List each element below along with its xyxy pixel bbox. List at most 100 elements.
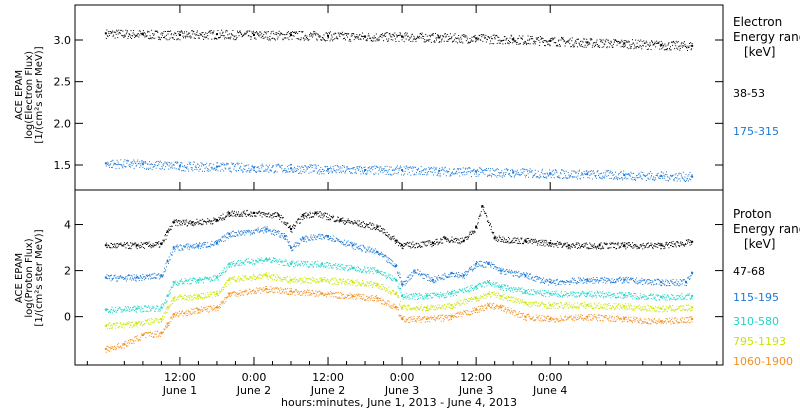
proton-scatter-47-68 [219, 219, 220, 221]
proton-scatter-115-195 [316, 236, 318, 238]
electron-scatter-175-315 [165, 162, 167, 164]
proton-scatter-115-195 [465, 274, 467, 276]
electron-scatter-175-315 [325, 170, 327, 172]
electron-scatter-38-53 [119, 32, 121, 34]
electron-scatter-175-315 [641, 177, 643, 179]
proton-scatter-47-68 [203, 220, 205, 222]
proton-scatter-115-195 [280, 233, 282, 235]
electron-scatter-175-315 [539, 174, 541, 176]
electron-scatter-38-53 [191, 30, 193, 32]
proton-scatter-115-195 [507, 270, 509, 272]
electron-scatter-38-53 [627, 40, 629, 42]
electron-scatter-38-53 [276, 34, 278, 36]
electron-scatter-175-315 [669, 178, 670, 180]
proton-point-115-195-8 [265, 228, 268, 231]
electron-scatter-38-53 [199, 33, 201, 35]
proton-scatter-47-68 [172, 221, 174, 223]
electron-scatter-175-315 [556, 172, 558, 174]
proton-scatter-115-195 [205, 246, 207, 248]
proton-scatter-115-195 [544, 279, 546, 281]
electron-scatter-175-315 [577, 175, 579, 177]
proton-scatter-115-195 [339, 241, 341, 243]
proton-scatter-47-68 [415, 243, 417, 245]
proton-scatter-115-195 [550, 282, 552, 284]
proton-scatter-47-68 [605, 242, 607, 244]
electron-scatter-38-53 [378, 37, 380, 39]
electron-scatter-38-53 [491, 38, 493, 40]
proton-scatter-115-195 [299, 238, 301, 240]
electron-scatter-175-315 [663, 175, 665, 177]
electron-scatter-175-315 [579, 177, 581, 179]
proton-scatter-47-68 [198, 223, 200, 225]
electron-scatter-175-315 [687, 175, 689, 177]
proton-scatter-47-68 [352, 222, 354, 224]
proton-scatter-115-195 [685, 280, 687, 282]
electron-scatter-38-53 [112, 35, 114, 37]
electron-scatter-38-53 [159, 39, 161, 41]
proton-scatter-47-68 [638, 247, 640, 249]
electron-scatter-175-315 [508, 173, 510, 175]
electron-scatter-38-53 [111, 32, 113, 34]
proton-scatter-115-195 [364, 247, 366, 249]
electron-scatter-38-53 [360, 38, 362, 40]
electron-scatter-38-53 [263, 34, 265, 36]
proton-scatter-47-68 [442, 237, 444, 239]
electron-scatter-38-53 [293, 35, 295, 37]
electron-scatter-38-53 [618, 43, 620, 45]
proton-scatter-47-68 [647, 247, 649, 249]
proton-scatter-310-580 [233, 263, 235, 265]
electron-scatter-175-315 [322, 168, 324, 170]
proton-scatter-47-68 [559, 243, 561, 245]
proton-scatter-115-195 [114, 274, 116, 276]
proton-scatter-47-68 [308, 214, 310, 216]
proton-scatter-115-195 [491, 262, 493, 264]
electron-scatter-175-315 [173, 164, 175, 166]
proton-scatter-115-195 [624, 277, 626, 279]
proton-scatter-47-68 [376, 224, 378, 226]
proton-scatter-47-68 [350, 220, 352, 222]
electron-scatter-175-315 [286, 171, 288, 173]
proton-scatter-47-68 [451, 236, 453, 238]
proton-scatter-47-68 [216, 221, 218, 223]
electron-scatter-38-53 [687, 50, 688, 52]
proton-scatter-47-68 [517, 237, 519, 239]
proton-scatter-47-68 [163, 241, 165, 243]
electron-scatter-38-53 [556, 44, 558, 46]
electron-scatter-38-53 [251, 31, 253, 33]
proton-scatter-115-195 [112, 279, 114, 281]
electron-scatter-38-53 [304, 35, 306, 37]
proton-scatter-115-195 [360, 249, 362, 251]
electron-scatter-175-315 [244, 168, 246, 170]
proton-scatter-47-68 [669, 242, 671, 244]
proton-scatter-115-195 [645, 281, 647, 283]
electron-scatter-175-315 [517, 172, 519, 174]
electron-scatter-38-53 [496, 34, 498, 36]
electron-scatter-38-53 [603, 43, 605, 45]
proton-scatter-47-68 [496, 236, 498, 238]
electron-scatter-175-315 [401, 174, 403, 176]
proton-scatter-115-195 [277, 230, 279, 232]
electron-scatter-38-53 [665, 45, 667, 47]
electron-scatter-175-315 [179, 167, 181, 169]
proton-scatter-47-68 [397, 245, 399, 247]
proton-scatter-47-68 [108, 246, 110, 248]
electron-scatter-38-53 [493, 34, 495, 36]
proton-scatter-47-68 [576, 247, 578, 249]
proton-scatter-47-68 [479, 213, 481, 215]
proton-scatter-115-195 [676, 279, 678, 281]
electron-scatter-38-53 [320, 39, 322, 41]
proton-scatter-47-68 [170, 229, 172, 231]
electron-scatter-175-315 [133, 167, 135, 169]
electron-scatter-175-315 [219, 165, 221, 167]
proton-scatter-115-195 [231, 230, 233, 232]
electron-scatter-175-315 [244, 165, 246, 167]
electron-scatter-38-53 [187, 33, 189, 35]
proton-scatter-115-195 [118, 276, 120, 278]
proton-scatter-47-68 [327, 213, 328, 215]
proton-scatter-47-68 [261, 216, 263, 218]
proton-scatter-115-195 [463, 275, 465, 277]
proton-scatter-47-68 [227, 214, 229, 216]
electron-scatter-175-315 [620, 171, 622, 173]
proton-scatter-47-68 [326, 219, 328, 221]
electron-scatter-38-53 [384, 34, 386, 36]
